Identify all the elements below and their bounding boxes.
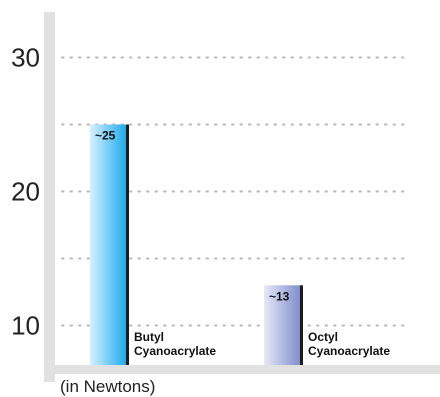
category-label: Butyl Cyanoacrylate [134,330,216,358]
bar-edge [300,285,303,365]
category-label: Octyl Cyanoacrylate [308,330,390,358]
y-tick-label: 10 [11,311,40,341]
y-tick-labels: 10 20 30 [11,43,40,341]
bar-edge [126,124,129,365]
gridlines [61,56,405,327]
y-tick-label: 30 [11,43,40,73]
bar [264,285,301,365]
x-axis [44,365,440,374]
bar [90,124,127,365]
bar-value-label: ~25 [95,129,116,143]
bar-value-label: ~13 [269,289,290,303]
y-tick-label: 20 [11,177,40,207]
y-axis [44,12,55,382]
bars: ~25 Butyl Cyanoacrylate ~13 Octyl Cyanoacryla… [90,124,390,365]
unit-label: (in Newtons) [60,377,155,396]
